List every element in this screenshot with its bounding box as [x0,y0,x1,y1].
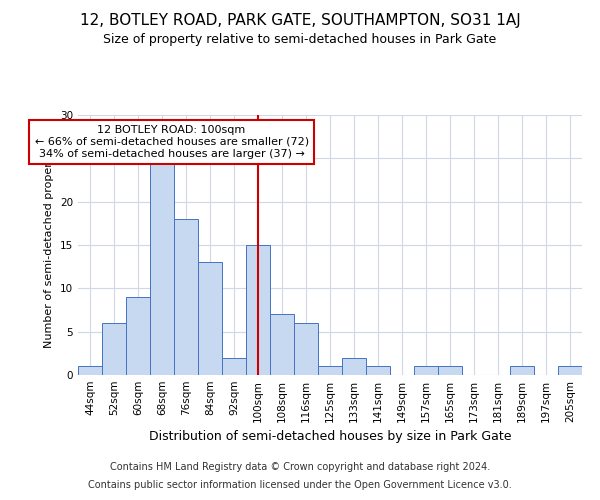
Bar [126,297,150,375]
Bar [102,323,126,375]
Text: Size of property relative to semi-detached houses in Park Gate: Size of property relative to semi-detach… [103,32,497,46]
Bar [342,358,366,375]
Text: 12 BOTLEY ROAD: 100sqm
← 66% of semi-detached houses are smaller (72)
34% of sem: 12 BOTLEY ROAD: 100sqm ← 66% of semi-det… [35,126,308,158]
Bar [438,366,462,375]
Bar [414,366,438,375]
Bar [366,366,390,375]
Bar [78,366,102,375]
Bar [318,366,342,375]
Bar [198,262,222,375]
Bar [294,323,318,375]
Bar [270,314,294,375]
Bar [558,366,582,375]
Bar [246,245,270,375]
Bar [510,366,534,375]
Text: 12, BOTLEY ROAD, PARK GATE, SOUTHAMPTON, SO31 1AJ: 12, BOTLEY ROAD, PARK GATE, SOUTHAMPTON,… [80,12,520,28]
Bar [222,358,246,375]
Text: Contains HM Land Registry data © Crown copyright and database right 2024.: Contains HM Land Registry data © Crown c… [110,462,490,472]
Bar [150,158,174,375]
Y-axis label: Number of semi-detached properties: Number of semi-detached properties [44,142,55,348]
X-axis label: Distribution of semi-detached houses by size in Park Gate: Distribution of semi-detached houses by … [149,430,511,444]
Bar [174,219,198,375]
Text: Contains public sector information licensed under the Open Government Licence v3: Contains public sector information licen… [88,480,512,490]
